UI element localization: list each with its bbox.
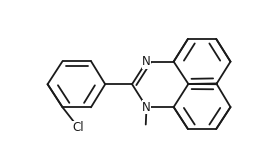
Text: N: N <box>142 55 151 68</box>
Text: N: N <box>142 100 151 114</box>
Text: Cl: Cl <box>73 121 84 134</box>
